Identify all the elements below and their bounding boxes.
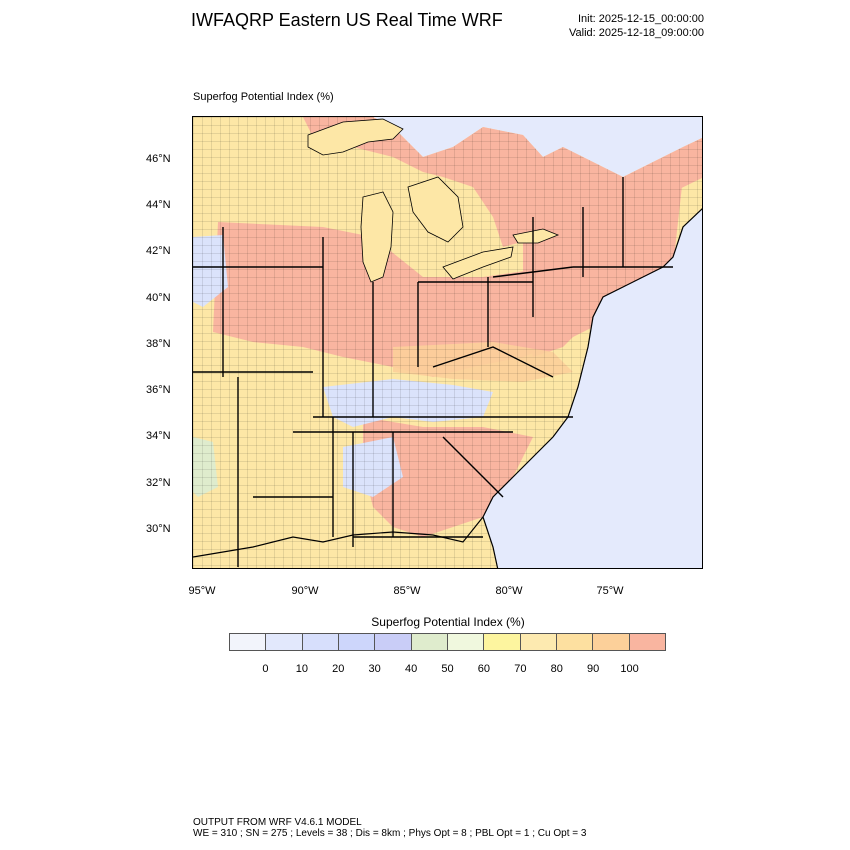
lat-label-44n: 44°N [146, 199, 171, 211]
lon-label-90w: 90°W [291, 585, 319, 597]
colorbar [229, 633, 666, 651]
colorbar-title: Superfog Potential Index (%) [371, 615, 525, 629]
superfog-map [193, 117, 702, 568]
lat-label-46n: 46°N [146, 153, 171, 165]
valid-time: Valid: 2025-12-18_09:00:00 [569, 27, 704, 39]
colorbar-tick-label: 90 [587, 663, 600, 675]
colorbar-tick-label: 60 [477, 663, 491, 675]
map-panel [192, 116, 703, 569]
colorbar-box [484, 634, 521, 650]
lat-label-30n: 30°N [146, 523, 171, 535]
colorbar-box [447, 634, 485, 650]
init-time: Init: 2025-12-15_00:00:00 [578, 13, 704, 25]
colorbar-box [266, 634, 303, 650]
colorbar-box [629, 634, 665, 650]
colorbar-tick-label: 80 [550, 663, 563, 675]
footer-config-line: WE = 310 ; SN = 275 ; Levels = 38 ; Dis … [193, 828, 587, 839]
lake-erie [442, 246, 514, 280]
footer-model-line: OUTPUT FROM WRF V4.6.1 MODEL [193, 817, 362, 828]
state-boundaries [193, 177, 673, 567]
lon-label-95w: 95°W [188, 585, 216, 597]
lake-huron [407, 176, 464, 243]
lon-label-75w: 75°W [596, 585, 624, 597]
colorbar-box [520, 634, 557, 650]
page-title: IWFAQRP Eastern US Real Time WRF [191, 10, 503, 30]
colorbar-box [338, 634, 376, 650]
lat-label-36n: 36°N [146, 384, 171, 396]
lat-label-34n: 34°N [146, 430, 171, 442]
colorbar-box [593, 634, 630, 650]
colorbar-tick-label: 100 [620, 663, 639, 675]
colorbar-box [375, 634, 412, 650]
colorbar-box [411, 634, 448, 650]
colorbar-tick-label: 40 [404, 663, 418, 675]
lat-label-32n: 32°N [146, 477, 171, 489]
lat-label-38n: 38°N [146, 338, 171, 350]
colorbar-tick-label: 30 [368, 663, 381, 675]
colorbar-tick-label: 70 [514, 663, 527, 675]
lat-label-40n: 40°N [146, 292, 171, 304]
colorbar-box [302, 634, 339, 650]
colorbar-tick-label: 0 [262, 663, 269, 675]
lake-ontario [512, 228, 560, 244]
lon-label-80w: 80°W [495, 585, 523, 597]
coastline [482, 208, 702, 568]
gulf-coast [193, 516, 484, 558]
colorbar-tick-label: 50 [441, 663, 454, 675]
lon-label-85w: 85°W [393, 585, 421, 597]
colorbar-box [230, 634, 267, 650]
lake-superior [307, 118, 404, 156]
lat-label-42n: 42°N [146, 245, 171, 257]
colorbar-tick-label: 10 [295, 663, 308, 675]
colorbar-tick-label: 20 [332, 663, 345, 675]
lake-michigan [360, 191, 394, 283]
panel-title: Superfog Potential Index (%) [193, 91, 334, 103]
colorbar-box [556, 634, 594, 650]
